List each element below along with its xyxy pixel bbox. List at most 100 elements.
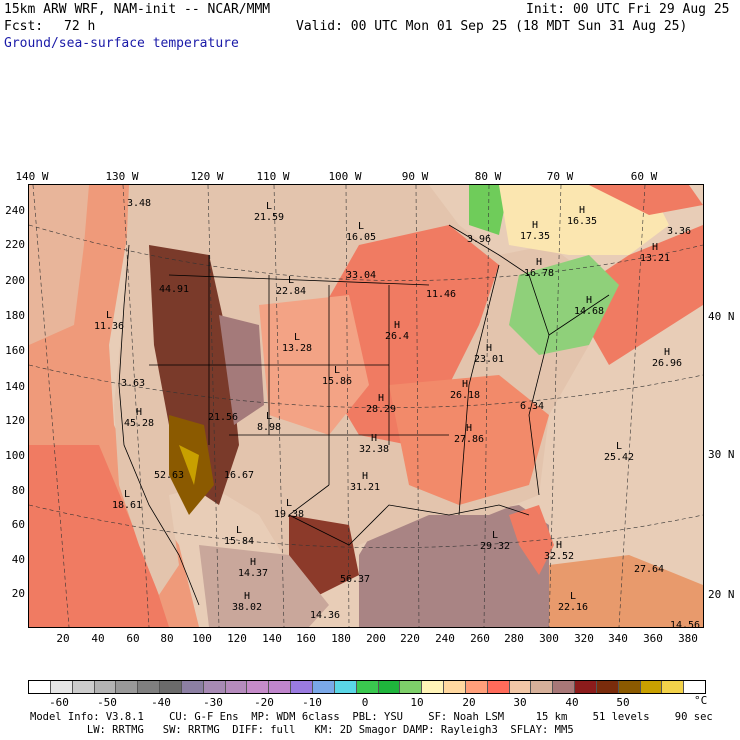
y-label: 180	[5, 309, 25, 322]
map-value-label: L 22.16	[557, 591, 589, 613]
map-value-label: L 22.84	[275, 275, 307, 297]
colorbar-swatch	[596, 681, 619, 693]
lon-label: 130 W	[105, 170, 139, 183]
map-value-label: H 32.38	[358, 433, 390, 455]
colorbar-swatch	[465, 681, 488, 693]
x-label: 80	[160, 632, 174, 645]
map-value-label: H 45.28	[123, 407, 155, 429]
colorbar-swatch	[575, 681, 597, 693]
map-value-label: 6.34	[519, 401, 545, 412]
map-value-label: H 27.86	[453, 423, 485, 445]
model-info-line1: Model Info: V3.8.1 CU: G-F Ens MP: WDM 6…	[30, 711, 713, 723]
temperature-map: 3.48 L 21.59 H 17.35 H 16.35 3.36 3.96 L 16.…	[28, 184, 704, 628]
map-value-label: 27.64	[633, 564, 665, 575]
y-label: 240	[5, 204, 25, 217]
x-label: 160	[296, 632, 316, 645]
colorbar-label: -60	[49, 696, 69, 709]
map-value-label: L 16.05	[345, 221, 377, 243]
colorbar-swatch	[312, 681, 335, 693]
colorbar-swatch	[247, 681, 270, 693]
x-label: 120	[227, 632, 247, 645]
colorbar-swatch	[181, 681, 204, 693]
y-label: 20	[11, 587, 25, 600]
colorbar-swatch	[684, 681, 706, 693]
x-label: 20	[56, 632, 70, 645]
map-value-label: H 26.18	[449, 379, 481, 401]
colorbar-swatch	[640, 681, 663, 693]
y-label: 140	[5, 380, 25, 393]
map-value-label: H 14.68	[573, 295, 605, 317]
colorbar-swatch	[618, 681, 641, 693]
map-value-label: H 16.35	[566, 205, 598, 227]
lon-label: 80 W	[474, 170, 502, 183]
map-value-label: 21.56	[207, 412, 239, 423]
x-label: 240	[435, 632, 455, 645]
y-label: 160	[5, 344, 25, 357]
map-value-label: H 13.21	[639, 242, 671, 264]
lon-label: 140 W	[15, 170, 49, 183]
colorbar-label: -30	[203, 696, 223, 709]
colorbar-label: 0	[361, 696, 369, 709]
map-value-label: 3.48	[126, 198, 152, 209]
map-value-label: L 21.59	[253, 201, 285, 223]
lat-label: 20 N	[708, 588, 735, 601]
map-fill	[29, 185, 703, 627]
map-value-label: L 8.98	[256, 411, 282, 433]
y-label: 60	[11, 518, 25, 531]
map-value-label: L 13.28	[281, 332, 313, 354]
x-label: 380	[678, 632, 698, 645]
map-value-label: 14.56	[669, 620, 701, 628]
y-label: 120	[5, 414, 25, 427]
lon-label: 110 W	[256, 170, 290, 183]
y-label: 40	[11, 553, 25, 566]
map-value-label: L 15.86	[321, 365, 353, 387]
colorbar-label: 30	[513, 696, 527, 709]
x-label: 320	[574, 632, 594, 645]
map-value-label: 11.46	[425, 289, 457, 300]
lon-label: 90 W	[401, 170, 429, 183]
colorbar-swatch	[72, 681, 95, 693]
x-label: 220	[400, 632, 420, 645]
colorbar-label: -20	[254, 696, 274, 709]
colorbar-swatch	[334, 681, 357, 693]
map-value-label: H 17.35	[519, 220, 551, 242]
model-title: 15km ARW WRF, NAM-init -- NCAR/MMM	[4, 2, 271, 17]
lat-label: 40 N	[708, 310, 735, 323]
x-label: 100	[192, 632, 212, 645]
lon-label: 100 W	[328, 170, 362, 183]
lon-label: 60 W	[630, 170, 658, 183]
map-value-label: 33.04	[345, 270, 377, 281]
map-value-label: H 31.21	[349, 471, 381, 493]
map-value-label: 16.67	[223, 470, 255, 481]
colorbar-label: -40	[151, 696, 171, 709]
map-value-label: 44.91	[158, 284, 190, 295]
map-value-label: H 32.52	[543, 540, 575, 562]
init-time: Init: 00 UTC Fri 29 Aug 25	[526, 2, 730, 17]
colorbar	[28, 680, 706, 694]
colorbar-label: -50	[97, 696, 117, 709]
map-value-label: 3.96	[466, 234, 492, 245]
colorbar-swatch	[662, 681, 685, 693]
y-label: 220	[5, 238, 25, 251]
x-label: 40	[91, 632, 105, 645]
field-name: Ground/sea-surface temperature	[4, 36, 239, 51]
map-value-label: H 38.02	[231, 591, 263, 613]
x-label: 340	[608, 632, 628, 645]
colorbar-swatch	[509, 681, 532, 693]
colorbar-swatch	[553, 681, 576, 693]
lat-label: 30 N	[708, 448, 735, 461]
map-value-label: L 18.61	[111, 489, 143, 511]
model-info-line2: LW: RRTMG SW: RRTMG DIFF: full KM: 2D Sm…	[30, 724, 574, 736]
forecast-hour: 72 h	[64, 19, 96, 34]
colorbar-swatch	[400, 681, 423, 693]
colorbar-swatch	[203, 681, 226, 693]
map-value-label: H 28.29	[365, 393, 397, 415]
colorbar-swatch	[422, 681, 445, 693]
colorbar-swatch	[116, 681, 139, 693]
map-value-label: 14.36	[309, 610, 341, 621]
map-value-label: L 29.32	[479, 530, 511, 552]
x-label: 280	[504, 632, 524, 645]
map-value-label: 56.37	[339, 574, 371, 585]
x-label: 260	[470, 632, 490, 645]
colorbar-swatch	[378, 681, 401, 693]
